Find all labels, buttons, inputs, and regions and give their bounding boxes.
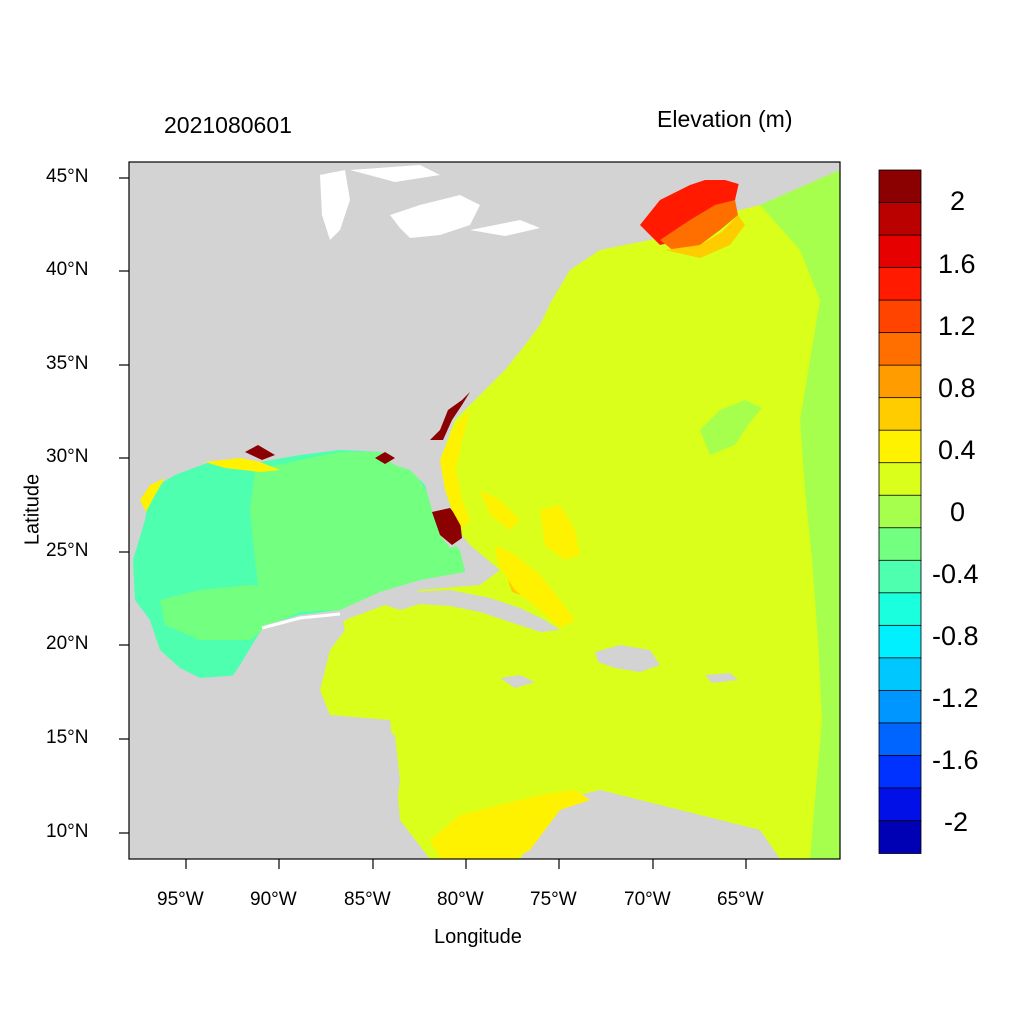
x-tick-label: 95°W bbox=[157, 889, 204, 910]
bahamas-bank-4 bbox=[495, 545, 575, 628]
y-tick-label: 40°N bbox=[46, 259, 89, 280]
sargasso-low bbox=[700, 400, 762, 455]
gulf-of-maine-orange bbox=[660, 200, 738, 252]
colorbar-label: 0.8 bbox=[938, 373, 976, 403]
colorbar-label: 0 bbox=[950, 497, 966, 527]
colorbar-swatch bbox=[878, 689, 922, 724]
nova-scotia bbox=[700, 165, 770, 185]
florida-east-coast bbox=[440, 410, 470, 528]
colorbar-label: 1.2 bbox=[938, 311, 976, 341]
colorbar-swatch bbox=[878, 202, 922, 236]
x-tick-label: 75°W bbox=[530, 889, 577, 910]
eastern-gulf-region bbox=[250, 452, 465, 612]
colorbar-label: -0.8 bbox=[932, 621, 979, 651]
x-tick-label: 85°W bbox=[344, 889, 391, 910]
x-tick-label: 80°W bbox=[437, 889, 484, 910]
south-america bbox=[520, 790, 780, 859]
colorbar-label: -0.4 bbox=[932, 559, 979, 589]
map-date-title: 2021080601 bbox=[164, 112, 292, 138]
colorbar-label: 2 bbox=[950, 186, 966, 216]
cuba bbox=[385, 590, 560, 632]
east-coast-surge bbox=[245, 392, 470, 464]
y-tick-label: 15°N bbox=[46, 727, 89, 748]
y-axis-label: Latitude bbox=[21, 473, 44, 546]
colorbar-label: 0.4 bbox=[938, 435, 976, 465]
x-tick-label: 90°W bbox=[250, 889, 297, 910]
texas-coast-highlight bbox=[140, 478, 165, 512]
colorbar-swatch bbox=[878, 657, 922, 692]
y-tick-label: 30°N bbox=[46, 446, 89, 467]
colorbar-swatch bbox=[878, 527, 922, 562]
hispaniola bbox=[595, 645, 660, 672]
y-tick-label: 25°N bbox=[46, 540, 89, 561]
jamaica bbox=[500, 675, 535, 688]
colorbar-label: -2 bbox=[944, 807, 969, 837]
colorbar-swatch bbox=[878, 267, 922, 301]
colorbar-swatch bbox=[878, 169, 922, 204]
colorbar-swatch bbox=[878, 559, 922, 594]
colorbar-swatch bbox=[878, 332, 922, 367]
colorbar-swatch bbox=[878, 755, 922, 789]
y-tick-label: 45°N bbox=[46, 166, 89, 187]
colorbar-swatch bbox=[878, 462, 922, 497]
gulf-of-maine-yellow bbox=[665, 215, 745, 258]
colorbar-label: 1.6 bbox=[938, 249, 976, 279]
bahamas-bank-1 bbox=[480, 490, 520, 530]
colorbar-swatch bbox=[878, 299, 922, 334]
central-america bbox=[129, 705, 420, 859]
gulf-of-maine-surge bbox=[640, 175, 740, 245]
colorbar-swatch bbox=[878, 624, 922, 659]
y-tick-label: 10°N bbox=[46, 821, 89, 842]
colorbar-label: -1.2 bbox=[932, 683, 979, 713]
eastern-atlantic-band bbox=[760, 170, 840, 859]
colorbar-swatch bbox=[878, 429, 922, 464]
colorbar-swatch bbox=[878, 364, 922, 399]
colorbar-swatch bbox=[878, 494, 922, 529]
bahamas-bank-2 bbox=[540, 505, 580, 560]
puerto-rico bbox=[705, 673, 738, 683]
yucatan-coast bbox=[261, 612, 341, 630]
colorbar bbox=[878, 169, 922, 854]
x-axis-label: Longitude bbox=[434, 926, 522, 948]
colorbar-swatch bbox=[878, 787, 922, 822]
x-tick-label: 70°W bbox=[624, 889, 671, 910]
map-variable-title: Elevation (m) bbox=[657, 106, 793, 132]
gulf-coast-highlight bbox=[205, 458, 280, 472]
x-tick-label: 65°W bbox=[717, 889, 764, 910]
y-tick-label: 35°N bbox=[46, 353, 89, 374]
y-tick-label: 20°N bbox=[46, 633, 89, 654]
great-lakes bbox=[320, 165, 540, 240]
colorbar-swatch bbox=[878, 397, 922, 432]
colombia-coast-region bbox=[430, 790, 590, 859]
colorbar-swatch bbox=[878, 592, 922, 627]
florida-storm-surge bbox=[432, 508, 462, 545]
atlantic-ocean-region bbox=[320, 170, 840, 859]
yucatan-peninsula bbox=[230, 612, 345, 715]
colorbar-label: -1.6 bbox=[932, 745, 979, 775]
map-border bbox=[128, 161, 841, 860]
colorbar-swatch bbox=[878, 820, 922, 854]
colorbar-swatch bbox=[878, 234, 922, 269]
colorbar-swatch bbox=[878, 722, 922, 757]
